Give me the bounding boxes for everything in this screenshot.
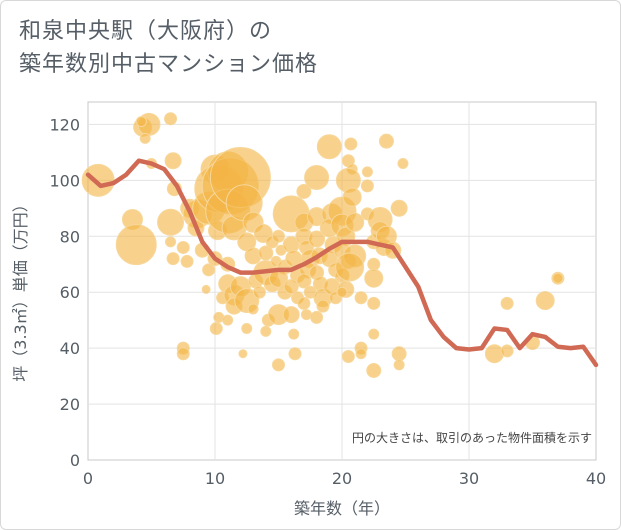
bubble-point — [390, 199, 408, 217]
bubble-point — [180, 254, 194, 268]
bubble-point — [354, 291, 368, 305]
bubble-point — [368, 328, 380, 340]
bubble-point — [258, 245, 274, 261]
bubble-point — [260, 325, 272, 337]
bubble-point — [222, 314, 234, 326]
bubble-point — [157, 208, 185, 236]
x-tick-label: 10 — [205, 469, 225, 488]
x-tick-label: 30 — [459, 469, 479, 488]
y-tick-label: 120 — [49, 115, 80, 134]
bubble-point — [484, 344, 504, 364]
bubble-point — [367, 296, 381, 310]
bubble-point — [535, 291, 555, 311]
chart-title: 和泉中央駅（大阪府）の 築年数別中古マンション価格 — [19, 15, 579, 81]
bubble-point — [342, 187, 362, 207]
bubble-point — [345, 212, 365, 232]
bubble-point — [81, 163, 115, 197]
bubble-point — [360, 179, 374, 193]
bubble-point — [164, 112, 178, 126]
y-tick-label: 20 — [60, 395, 80, 414]
y-tick-label: 40 — [60, 339, 80, 358]
bubble-point — [341, 350, 355, 364]
bubble-point — [297, 296, 311, 310]
bubble-point — [115, 224, 157, 266]
title-line-1: 和泉中央駅（大阪府）の — [19, 19, 273, 44]
bubble-point — [209, 322, 223, 336]
bubble-point — [288, 328, 300, 340]
y-tick-label: 100 — [49, 171, 80, 190]
bubble-point — [201, 284, 211, 294]
bubble-point — [164, 152, 182, 170]
bubble-point — [308, 230, 326, 248]
y-tick-label: 60 — [60, 283, 80, 302]
bubble-point — [166, 252, 180, 266]
bubble-point — [391, 346, 407, 362]
bubble-point — [296, 273, 312, 289]
average-price-line — [85, 158, 599, 368]
bubble-point — [316, 134, 342, 160]
x-tick-label: 40 — [586, 469, 606, 488]
bubble-point — [367, 257, 381, 271]
bubble-point — [300, 309, 312, 321]
bubble-point — [247, 303, 259, 315]
y-tick-label: 80 — [60, 227, 80, 246]
bubble-point — [344, 137, 358, 151]
bubble-point — [176, 347, 190, 361]
bubble-point — [252, 285, 266, 299]
title-line-2: 築年数別中古マンション価格 — [19, 52, 319, 77]
bubble-point — [244, 247, 262, 265]
bubble-point — [500, 344, 514, 358]
bubble-point — [165, 236, 177, 248]
bubble-point — [552, 272, 564, 284]
x-tick-labels: 0 10 20 30 40 — [83, 469, 606, 488]
bubble-layer — [81, 112, 565, 378]
x-axis-label: 築年数（年） — [294, 499, 390, 518]
bubble-point — [296, 184, 312, 199]
bubble-point — [304, 165, 330, 191]
bubble-point — [283, 279, 299, 295]
y-tick-label: 0 — [70, 451, 80, 470]
bubble-point — [355, 348, 367, 360]
bubble-point — [361, 166, 373, 178]
bubble-point — [364, 268, 384, 288]
bubble-point — [397, 158, 409, 170]
bubble-point — [310, 310, 324, 324]
bubble-point — [176, 240, 190, 254]
bubble-point — [202, 263, 216, 277]
bubble-size-note: 円の大きさは、取引のあった物件面積を示す — [352, 430, 592, 445]
y-axis-label: 坪（3.3㎡）単価（万円） — [11, 196, 30, 381]
bubble-point — [272, 358, 285, 372]
bubble-point — [316, 299, 330, 313]
bubble-point — [336, 286, 348, 298]
bubble-point — [366, 363, 382, 378]
bubble-point — [393, 359, 405, 371]
x-tick-label: 0 — [83, 469, 93, 488]
bubble-point — [272, 229, 285, 243]
bubble-point — [335, 252, 365, 282]
bubble-point — [241, 323, 253, 335]
bubble-point — [238, 349, 248, 359]
bubble-point — [378, 133, 394, 149]
bubble-point — [500, 296, 514, 310]
bubble-point — [135, 116, 147, 128]
bubble-point — [139, 132, 151, 144]
x-tick-label: 20 — [332, 469, 352, 488]
bubble-point — [282, 306, 300, 324]
y-tick-labels: 0 20 40 60 80 100 120 — [49, 115, 80, 470]
bubble-point — [288, 347, 302, 361]
